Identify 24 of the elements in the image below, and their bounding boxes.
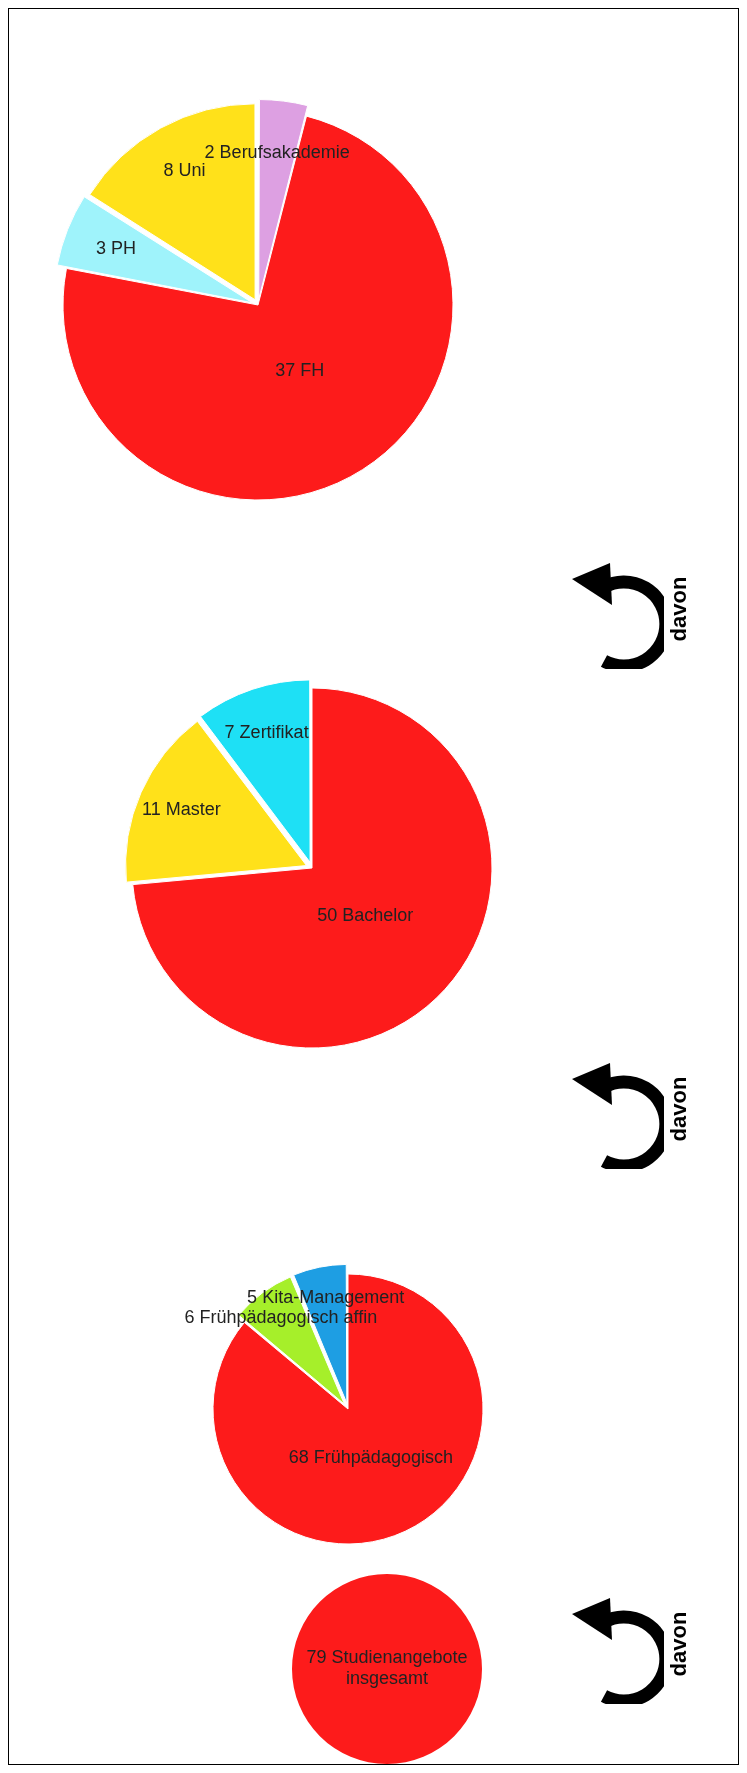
slice-label: Master xyxy=(165,799,221,820)
text: davon xyxy=(666,576,692,642)
text: davon xyxy=(666,1611,692,1677)
data-label: 68 xyxy=(288,1446,309,1467)
slice-label: Frühpädagogisch xyxy=(313,1446,453,1467)
data-label: 3 xyxy=(96,237,107,258)
data-label: 8 xyxy=(163,160,174,181)
slice-label: Berufsakademie xyxy=(219,142,350,163)
slice-label: Uni xyxy=(178,160,206,181)
data-label: 11 xyxy=(142,799,161,820)
data-label: 50 xyxy=(317,905,338,926)
data-label: 79 xyxy=(306,1647,327,1668)
data-label: 6 xyxy=(184,1307,195,1327)
data-label: 37 xyxy=(275,359,296,380)
slice-label: Studienangebote insgesamt xyxy=(331,1647,468,1689)
data-label: 5 xyxy=(247,1287,258,1308)
data-label: 2 xyxy=(204,142,215,163)
slice-label: Zertifikat xyxy=(239,721,309,742)
slice-label: PH xyxy=(111,237,137,258)
data-label: 7 xyxy=(224,721,235,742)
slice-label: Kita-Management xyxy=(262,1287,405,1308)
slice-label: Bachelor xyxy=(342,905,414,926)
text: davon xyxy=(666,1076,692,1142)
slice-label: FH xyxy=(300,359,325,380)
